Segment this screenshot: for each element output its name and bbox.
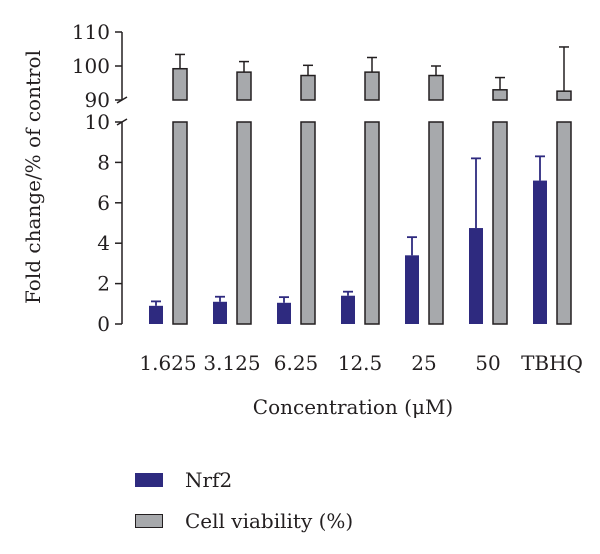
lower-tick-label: 6 xyxy=(97,191,110,215)
viability-bar-lower xyxy=(428,121,444,325)
viability-bar-lower xyxy=(492,121,508,325)
upper-y-axis: 90 100 110 xyxy=(72,20,128,112)
x-tick-label: TBHQ xyxy=(521,351,583,375)
viability-bar-lower xyxy=(300,121,316,325)
x-tick-label: 6.25 xyxy=(274,351,319,375)
legend-item-cell-viability: Cell viability (%) xyxy=(135,509,353,533)
x-tick-label: 1.625 xyxy=(139,351,196,375)
lower-tick-label: 0 xyxy=(97,312,110,336)
lower-tick-label: 2 xyxy=(97,272,110,296)
viability-bar-lower xyxy=(556,121,572,325)
legend-label-nrf2: Nrf2 xyxy=(185,468,233,492)
upper-tick-label: 90 xyxy=(85,88,110,112)
viability-bar-upper xyxy=(492,89,508,101)
viability-bar-lower xyxy=(236,121,252,325)
x-axis-label: Concentration (μM) xyxy=(253,395,453,419)
viability-bar-upper xyxy=(428,74,444,101)
nrf2-bar xyxy=(213,301,227,324)
nrf2-bar xyxy=(149,305,163,324)
lower-tick-label: 4 xyxy=(97,231,110,255)
nrf2-bar xyxy=(469,228,483,324)
x-tick-label: 12.5 xyxy=(338,351,383,375)
bar-chart: 90 100 110 0 2 4 6 8 10 1.625 3.125 6.25 12.5 25 50 T… xyxy=(21,20,583,419)
x-tick-label: 3.125 xyxy=(203,351,260,375)
upper-tick-label: 110 xyxy=(72,20,110,44)
legend-item-nrf2: Nrf2 xyxy=(135,468,232,492)
upper-tick-label: 100 xyxy=(72,54,110,78)
lower-tick-label: 8 xyxy=(97,150,110,174)
viability-bar-lower xyxy=(364,121,380,325)
viability-bar-lower xyxy=(172,121,188,325)
viability-bar-upper xyxy=(236,71,252,101)
lower-tick-label: 10 xyxy=(85,110,110,134)
bar-series xyxy=(149,46,572,325)
x-tick-label: 50 xyxy=(475,351,500,375)
viability-bar-upper xyxy=(172,67,188,101)
viability-bar-upper xyxy=(364,71,380,101)
viability-bar-upper xyxy=(556,90,572,101)
legend-label-cell-viability: Cell viability (%) xyxy=(185,509,354,533)
x-tick-label: 25 xyxy=(411,351,436,375)
nrf2-bar xyxy=(277,302,291,324)
y-axis-label: Fold change/% of control xyxy=(21,50,45,304)
lower-y-axis: 0 2 4 6 8 10 xyxy=(85,110,128,336)
nrf2-bar xyxy=(341,295,355,324)
legend-swatch-nrf2 xyxy=(135,473,163,487)
nrf2-bar xyxy=(533,180,547,324)
legend-swatch-cell-viability xyxy=(135,514,163,528)
nrf2-bar xyxy=(405,255,419,324)
viability-bar-upper xyxy=(300,74,316,101)
x-tick-labels: 1.625 3.125 6.25 12.5 25 50 TBHQ xyxy=(139,351,583,375)
